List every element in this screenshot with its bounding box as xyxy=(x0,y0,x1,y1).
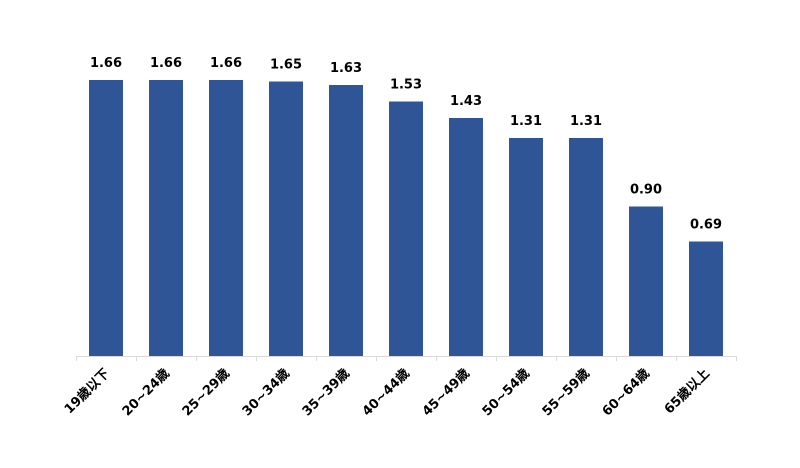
bar xyxy=(569,138,603,356)
bar xyxy=(389,101,423,356)
x-tick-label: 55~59歳 xyxy=(539,366,593,420)
bar xyxy=(449,118,483,356)
bar xyxy=(209,79,243,357)
x-axis xyxy=(76,356,737,361)
x-tick-label: 60~64歳 xyxy=(599,366,653,420)
x-tick-label: 65歳以上 xyxy=(661,366,713,418)
bar-value-label: 1.53 xyxy=(390,78,422,93)
x-tick-labels: 19歳以下 20~24歳 25~29歳 30~34歳 35~39歳 40~44歳 45~49… xyxy=(61,366,713,420)
x-tick-label: 45~49歳 xyxy=(419,366,473,420)
x-tick-label: 40~44歳 xyxy=(359,366,413,420)
bar-value-label: 1.66 xyxy=(210,56,242,71)
bars-layer xyxy=(89,79,723,357)
bar xyxy=(149,79,183,357)
bar xyxy=(689,241,723,356)
x-tick-label: 30~34歳 xyxy=(239,366,293,420)
x-tick-label: 19歳以下 xyxy=(61,366,113,418)
x-tick-label: 50~54歳 xyxy=(479,366,533,420)
x-tick-label: 35~39歳 xyxy=(299,366,353,420)
bar xyxy=(629,206,663,356)
bar-value-label: 1.63 xyxy=(330,61,362,76)
bar-value-label: 0.69 xyxy=(690,217,722,232)
bar xyxy=(329,84,363,357)
bar-value-label: 1.66 xyxy=(150,56,182,71)
bar xyxy=(509,138,543,356)
bar-value-label: 0.90 xyxy=(630,182,662,197)
bar-value-label: 1.65 xyxy=(270,58,302,73)
x-tick-label: 20~24歳 xyxy=(119,366,173,420)
bar xyxy=(89,79,123,357)
bar-value-label: 1.66 xyxy=(90,56,122,71)
bar-value-label: 1.31 xyxy=(510,114,542,129)
bar xyxy=(269,81,303,356)
value-labels: 1.66 1.66 1.66 1.65 1.63 1.53 1.43 1.31 1.31 0.90… xyxy=(90,56,722,232)
bar-value-label: 1.31 xyxy=(570,114,602,129)
x-tick-label: 25~29歳 xyxy=(179,366,233,420)
bar-value-label: 1.43 xyxy=(450,94,482,109)
